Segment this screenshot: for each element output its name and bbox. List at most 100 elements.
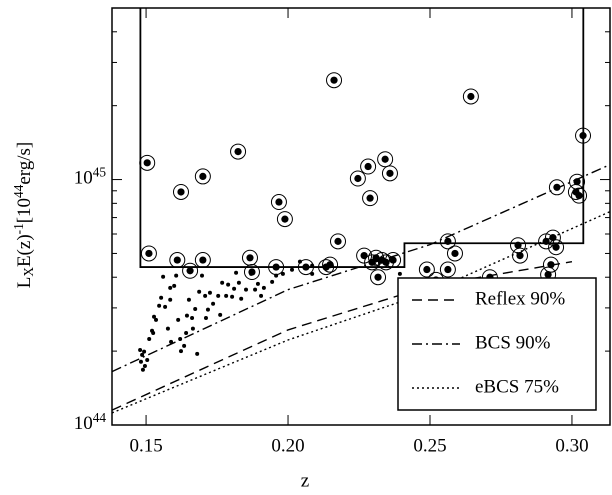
point <box>157 303 162 308</box>
point <box>261 285 266 290</box>
point <box>152 314 157 319</box>
circled-point <box>145 249 153 258</box>
circled-point <box>281 215 289 223</box>
circled-ring <box>318 259 335 276</box>
circled-ring <box>571 187 588 204</box>
point <box>140 367 145 372</box>
circled-point <box>516 251 524 260</box>
point <box>226 282 231 287</box>
point <box>172 283 177 288</box>
plot-area <box>112 8 610 414</box>
circled-point <box>575 192 583 200</box>
x-axis-label: z <box>301 470 309 491</box>
circled-point <box>423 265 431 274</box>
circled-point <box>547 261 555 269</box>
point <box>174 273 179 278</box>
point <box>159 295 164 300</box>
circled-ring <box>377 151 394 168</box>
circled-point <box>334 237 342 245</box>
legend: Reflex 90% BCS 90% eBCS 75% <box>397 277 597 411</box>
circled-ring <box>360 158 377 175</box>
point <box>230 294 235 299</box>
point <box>193 306 198 311</box>
point <box>190 315 195 320</box>
circled-point <box>573 178 581 186</box>
circled-ring <box>182 262 199 279</box>
point <box>186 297 191 302</box>
x-tick-label: 0.20 <box>271 435 304 456</box>
circled-point <box>173 256 181 264</box>
selection-box <box>139 8 585 268</box>
circled-point <box>199 172 207 181</box>
circled-ring <box>548 239 565 256</box>
point <box>216 293 221 298</box>
circled-point <box>381 155 389 163</box>
point <box>397 271 402 276</box>
circled-point <box>549 234 557 242</box>
circled-ring <box>230 143 247 160</box>
circled-point <box>143 159 151 167</box>
legend-label: eBCS 75% <box>475 376 559 397</box>
x-tick-label: 0.30 <box>555 435 588 456</box>
circled-point <box>467 92 475 101</box>
circled-ring <box>362 190 379 207</box>
circled-ring <box>542 256 559 273</box>
point <box>239 296 244 301</box>
plot-frame <box>111 7 611 426</box>
circled-point <box>389 256 397 264</box>
point <box>163 304 168 309</box>
point <box>168 297 173 302</box>
point <box>234 270 239 275</box>
circled-ring <box>194 252 211 269</box>
circled-point <box>364 162 372 171</box>
circled-ring <box>140 245 157 262</box>
circled-point <box>360 251 368 260</box>
legend-label: Reflex 90% <box>475 288 565 309</box>
point <box>140 352 145 357</box>
circled-ring <box>418 261 435 278</box>
circled-ring <box>326 72 343 89</box>
point <box>184 331 189 336</box>
point <box>161 274 166 279</box>
circled-point <box>199 256 207 264</box>
point <box>224 293 229 298</box>
circled-ring <box>270 194 287 211</box>
circled-point <box>330 76 338 84</box>
point <box>151 331 156 336</box>
threshold-line <box>112 211 610 414</box>
point <box>178 349 183 354</box>
point <box>190 326 195 331</box>
circled-ring <box>194 168 211 185</box>
point <box>138 359 143 364</box>
point <box>270 279 275 284</box>
point <box>168 285 173 290</box>
point <box>184 313 189 318</box>
threshold-line <box>112 260 573 411</box>
circled-ring <box>548 179 565 196</box>
circled-ring <box>385 252 402 269</box>
y-tick-label: 1044​ <box>74 410 107 434</box>
point <box>178 337 183 342</box>
circled-point <box>275 198 283 206</box>
point <box>195 351 200 356</box>
circled-point <box>246 254 254 262</box>
point <box>236 280 241 285</box>
circled-ring <box>139 154 156 171</box>
circled-point <box>354 174 362 183</box>
circled-ring <box>462 88 479 105</box>
circled-ring <box>544 229 561 246</box>
circled-ring <box>243 264 260 281</box>
point <box>232 286 237 291</box>
circled-point <box>326 261 334 269</box>
circled-ring <box>381 165 398 182</box>
circled-ring <box>268 259 285 276</box>
y-tick-label: 1045​ <box>74 165 107 189</box>
point <box>147 337 152 342</box>
x-tick-label: 0.25 <box>413 435 446 456</box>
circled-point <box>579 132 587 140</box>
point <box>218 312 223 317</box>
point <box>244 287 249 292</box>
circled-point <box>374 273 382 281</box>
point <box>197 289 202 294</box>
